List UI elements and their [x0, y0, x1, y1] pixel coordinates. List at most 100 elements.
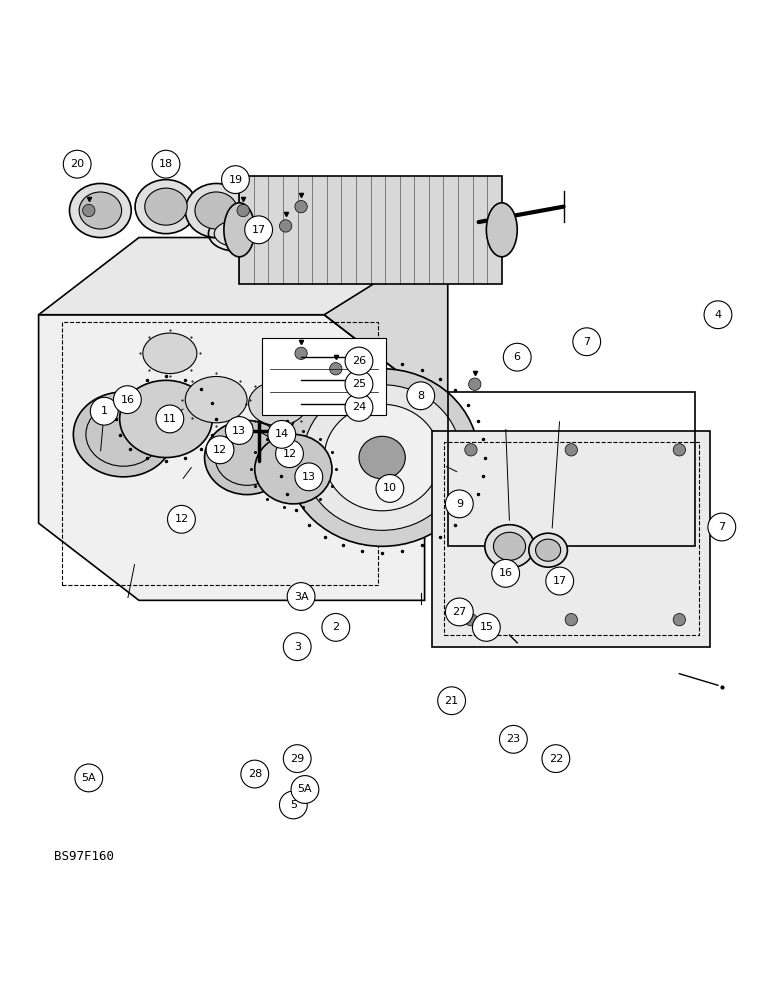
Ellipse shape [303, 385, 462, 530]
Text: 4: 4 [714, 310, 722, 320]
Bar [262, 338, 386, 415]
Circle shape [225, 417, 253, 444]
Text: 8: 8 [417, 391, 425, 401]
Circle shape [492, 559, 520, 587]
Circle shape [673, 444, 686, 456]
Circle shape [295, 200, 307, 213]
Text: 23: 23 [506, 734, 520, 744]
Circle shape [472, 613, 500, 641]
Circle shape [156, 405, 184, 433]
Circle shape [268, 420, 296, 448]
Text: 5A: 5A [298, 784, 312, 794]
Text: 12: 12 [283, 449, 296, 459]
Circle shape [438, 687, 466, 715]
Circle shape [573, 328, 601, 356]
Text: 13: 13 [302, 472, 316, 482]
Circle shape [152, 150, 180, 178]
Ellipse shape [493, 532, 526, 560]
Text: 15: 15 [479, 622, 493, 632]
Circle shape [330, 363, 342, 375]
Circle shape [565, 613, 577, 626]
Bar [444, 442, 699, 635]
Ellipse shape [135, 180, 197, 234]
Text: 16: 16 [120, 395, 134, 405]
Circle shape [376, 475, 404, 502]
Circle shape [279, 791, 307, 819]
Text: 24: 24 [352, 402, 366, 412]
Ellipse shape [73, 392, 174, 477]
Polygon shape [39, 315, 425, 600]
Text: 27: 27 [452, 607, 466, 617]
Text: 6: 6 [513, 352, 521, 362]
Circle shape [276, 440, 303, 468]
Text: 1: 1 [100, 406, 108, 416]
Text: 20: 20 [70, 159, 84, 169]
Ellipse shape [144, 188, 187, 225]
Ellipse shape [205, 420, 290, 495]
Text: 5: 5 [290, 800, 297, 810]
Text: 25: 25 [352, 379, 366, 389]
Ellipse shape [286, 369, 479, 546]
Text: 7: 7 [583, 337, 591, 347]
Text: 18: 18 [159, 159, 173, 169]
Circle shape [445, 598, 473, 626]
Text: 12: 12 [174, 514, 188, 524]
Ellipse shape [195, 192, 238, 229]
Circle shape [542, 745, 570, 773]
Ellipse shape [143, 333, 197, 374]
Circle shape [345, 347, 373, 375]
Circle shape [241, 760, 269, 788]
Text: 29: 29 [290, 754, 304, 764]
Polygon shape [239, 176, 502, 284]
Bar [62, 322, 378, 585]
Polygon shape [39, 238, 448, 392]
Circle shape [345, 370, 373, 398]
Circle shape [499, 725, 527, 753]
Circle shape [345, 393, 373, 421]
Ellipse shape [486, 203, 517, 257]
Circle shape [295, 463, 323, 491]
Circle shape [245, 216, 273, 244]
Text: 28: 28 [248, 769, 262, 779]
Circle shape [358, 376, 367, 385]
Circle shape [708, 513, 736, 541]
Circle shape [295, 347, 307, 359]
Circle shape [75, 764, 103, 792]
Ellipse shape [69, 183, 131, 238]
Ellipse shape [529, 533, 567, 567]
Ellipse shape [185, 183, 247, 238]
Ellipse shape [255, 434, 332, 504]
Text: 21: 21 [445, 696, 459, 706]
Circle shape [465, 613, 477, 626]
Circle shape [565, 444, 577, 456]
Ellipse shape [224, 203, 255, 257]
Circle shape [322, 613, 350, 641]
Text: 13: 13 [232, 426, 246, 436]
Ellipse shape [214, 221, 256, 246]
Ellipse shape [359, 436, 405, 479]
Text: 11: 11 [163, 414, 177, 424]
Circle shape [206, 436, 234, 464]
Text: 16: 16 [499, 568, 513, 578]
Circle shape [704, 301, 732, 329]
Circle shape [222, 166, 249, 194]
Circle shape [168, 505, 195, 533]
Ellipse shape [79, 192, 121, 229]
Ellipse shape [324, 404, 440, 511]
Circle shape [287, 583, 315, 610]
Text: 3: 3 [293, 642, 301, 652]
Circle shape [291, 776, 319, 803]
Text: 12: 12 [213, 445, 227, 455]
Ellipse shape [120, 380, 212, 458]
Text: 14: 14 [275, 429, 289, 439]
Circle shape [113, 386, 141, 414]
Circle shape [237, 204, 249, 217]
Ellipse shape [536, 539, 560, 561]
Text: 17: 17 [252, 225, 266, 235]
Text: 26: 26 [352, 356, 366, 366]
Text: 19: 19 [229, 175, 242, 185]
Text: 3A: 3A [294, 591, 308, 601]
Circle shape [469, 378, 481, 390]
Circle shape [90, 397, 118, 425]
Polygon shape [324, 238, 448, 461]
